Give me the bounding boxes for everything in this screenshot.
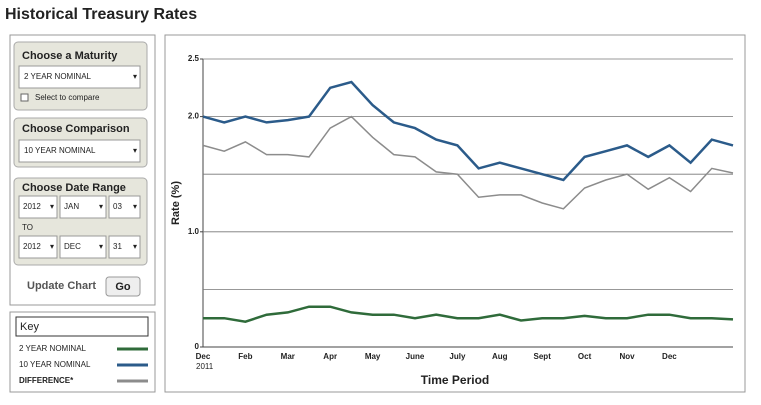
key-title-box xyxy=(15,316,149,337)
legend-label: 2 YEAR NOMINAL xyxy=(19,344,87,353)
dropdown-arrow: ▾ xyxy=(133,242,137,251)
date-select[interactable] xyxy=(18,195,58,219)
dropdown-arrow: ▾ xyxy=(50,202,54,211)
date-select[interactable] xyxy=(59,235,107,259)
date-select[interactable] xyxy=(108,235,141,259)
x-tick-label: Apr xyxy=(323,352,337,361)
maturity-select[interactable] xyxy=(18,65,141,89)
x-tick-label: Oct xyxy=(578,352,592,361)
x-tick-label: Mar xyxy=(281,352,295,361)
date-select[interactable] xyxy=(59,195,107,219)
dropdown-arrow: ▾ xyxy=(133,146,137,155)
update-label: Update Chart xyxy=(27,280,96,292)
x-sub-label: 2011 xyxy=(196,362,214,371)
compare-checkbox[interactable] xyxy=(20,93,29,102)
dropdown-arrow: ▾ xyxy=(133,202,137,211)
select-value: 2 YEAR NOMINAL xyxy=(24,72,92,81)
select-value: 2012 xyxy=(23,242,41,251)
panel-title: Choose Comparison xyxy=(22,123,130,135)
series-line xyxy=(203,305,734,323)
go-label: Go xyxy=(115,281,131,293)
panel-title: Choose Date Range xyxy=(22,182,126,194)
x-tick-label: Dec xyxy=(196,352,211,361)
select-value: DEC xyxy=(64,242,81,251)
date-separator: TO xyxy=(22,223,33,232)
series-line xyxy=(202,80,734,182)
y-tick-label: 2.0 xyxy=(188,112,200,121)
chart-box xyxy=(164,34,746,393)
y-tick-label: 0 xyxy=(195,342,200,351)
panel-title: Choose a Maturity xyxy=(22,50,118,62)
x-tick-label: Sept xyxy=(534,352,552,361)
dropdown-arrow: ▾ xyxy=(99,202,103,211)
select-value: 03 xyxy=(113,202,122,211)
checkbox-label: Select to compare xyxy=(35,93,100,102)
date-select[interactable] xyxy=(18,235,58,259)
x-tick-label: June xyxy=(406,352,425,361)
y-tick-label: 2.5 xyxy=(188,54,200,63)
y-axis-label: Rate (%) xyxy=(170,181,182,225)
x-tick-label: May xyxy=(365,352,381,361)
key-title: Key xyxy=(20,321,39,333)
dropdown-arrow: ▾ xyxy=(133,72,137,81)
x-tick-label: Dec xyxy=(662,352,677,361)
comparison-select[interactable] xyxy=(18,139,141,163)
series-line xyxy=(202,115,734,210)
x-tick-label: Feb xyxy=(238,352,252,361)
dropdown-arrow: ▾ xyxy=(50,242,54,251)
select-value: 31 xyxy=(113,242,122,251)
select-value: 10 YEAR NOMINAL xyxy=(24,146,96,155)
y-tick-label: 1.0 xyxy=(188,227,200,236)
x-tick-label: Aug xyxy=(492,352,508,361)
x-axis-label: Time Period xyxy=(421,373,489,387)
legend-label: DIFFERENCE* xyxy=(19,376,74,385)
dropdown-arrow: ▾ xyxy=(99,242,103,251)
legend-label: 10 YEAR NOMINAL xyxy=(19,360,91,369)
go-button[interactable] xyxy=(105,276,141,297)
select-value: JAN xyxy=(64,202,79,211)
x-tick-label: July xyxy=(449,352,466,361)
x-tick-label: Nov xyxy=(619,352,635,361)
date-select[interactable] xyxy=(108,195,141,219)
page-title: Historical Treasury Rates xyxy=(5,6,197,23)
select-value: 2012 xyxy=(23,202,41,211)
